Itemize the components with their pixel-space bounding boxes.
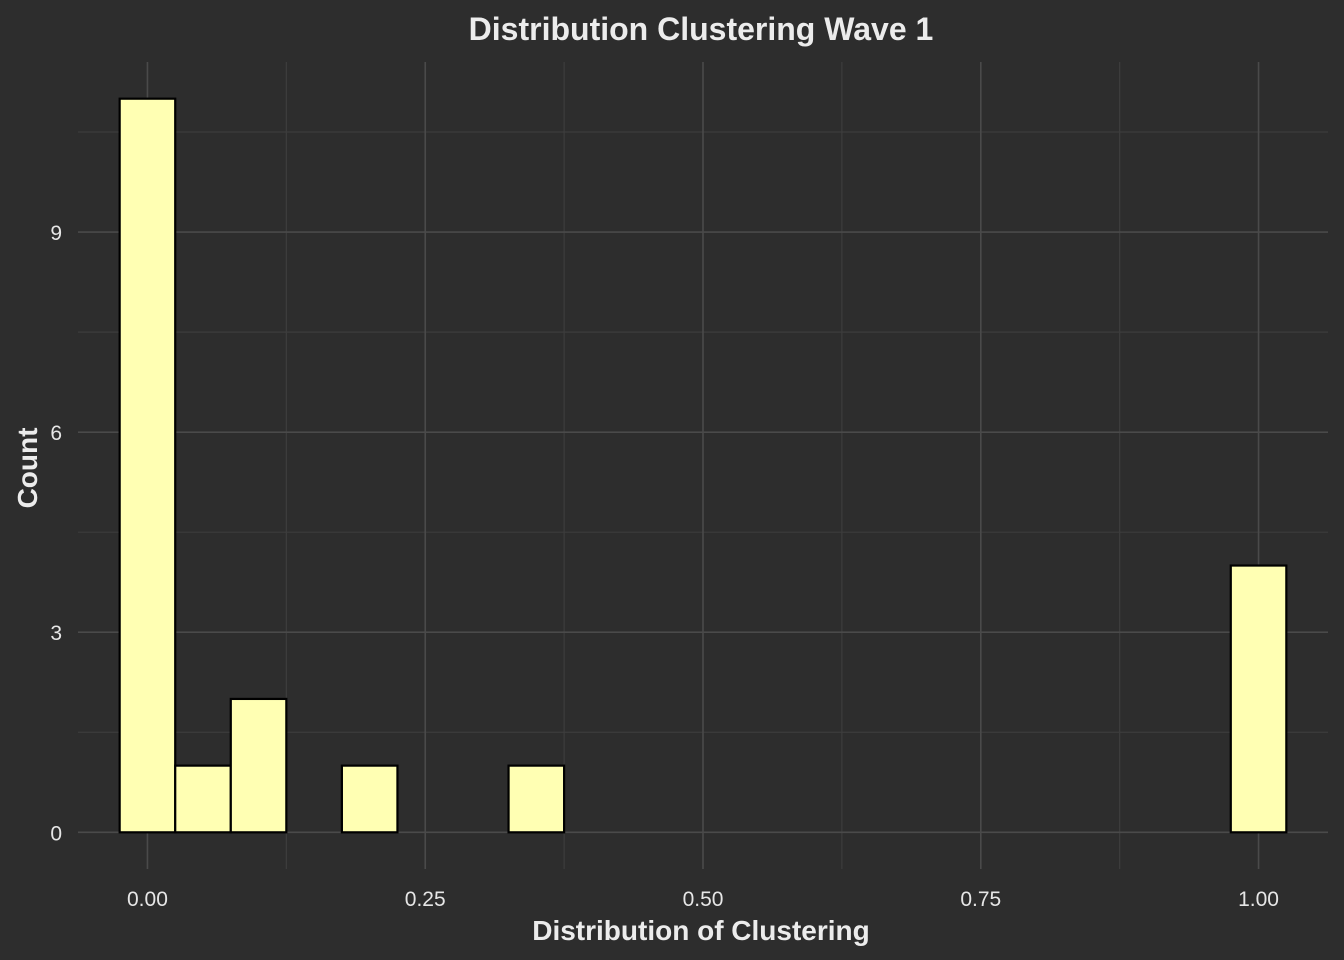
chart-title: Distribution Clustering Wave 1 <box>469 11 934 47</box>
x-tick-label: 1.00 <box>1238 888 1279 911</box>
y-tick-label: 6 <box>50 422 62 445</box>
histogram-bar <box>340 764 399 834</box>
x-tick-label: 0.25 <box>405 888 446 911</box>
histogram-bar <box>118 97 177 834</box>
x-tick-label: 0.75 <box>960 888 1001 911</box>
histogram-bar <box>174 764 232 834</box>
histogram-bar <box>229 697 288 834</box>
x-axis-tick-labels: 0.00 0.25 0.50 0.75 1.00 <box>127 888 1279 911</box>
y-tick-label: 0 <box>50 822 62 845</box>
y-axis-title: Count <box>12 428 43 509</box>
histogram-bar <box>1229 564 1288 834</box>
y-axis-tick-labels: 0 3 6 9 <box>50 222 62 845</box>
x-tick-label: 0.00 <box>127 888 168 911</box>
histogram-bar <box>507 764 566 834</box>
histogram-bars <box>118 97 1288 834</box>
y-tick-label: 9 <box>50 222 62 245</box>
x-axis-title: Distribution of Clustering <box>532 915 870 946</box>
y-tick-label: 3 <box>50 622 62 645</box>
x-tick-label: 0.50 <box>683 888 724 911</box>
